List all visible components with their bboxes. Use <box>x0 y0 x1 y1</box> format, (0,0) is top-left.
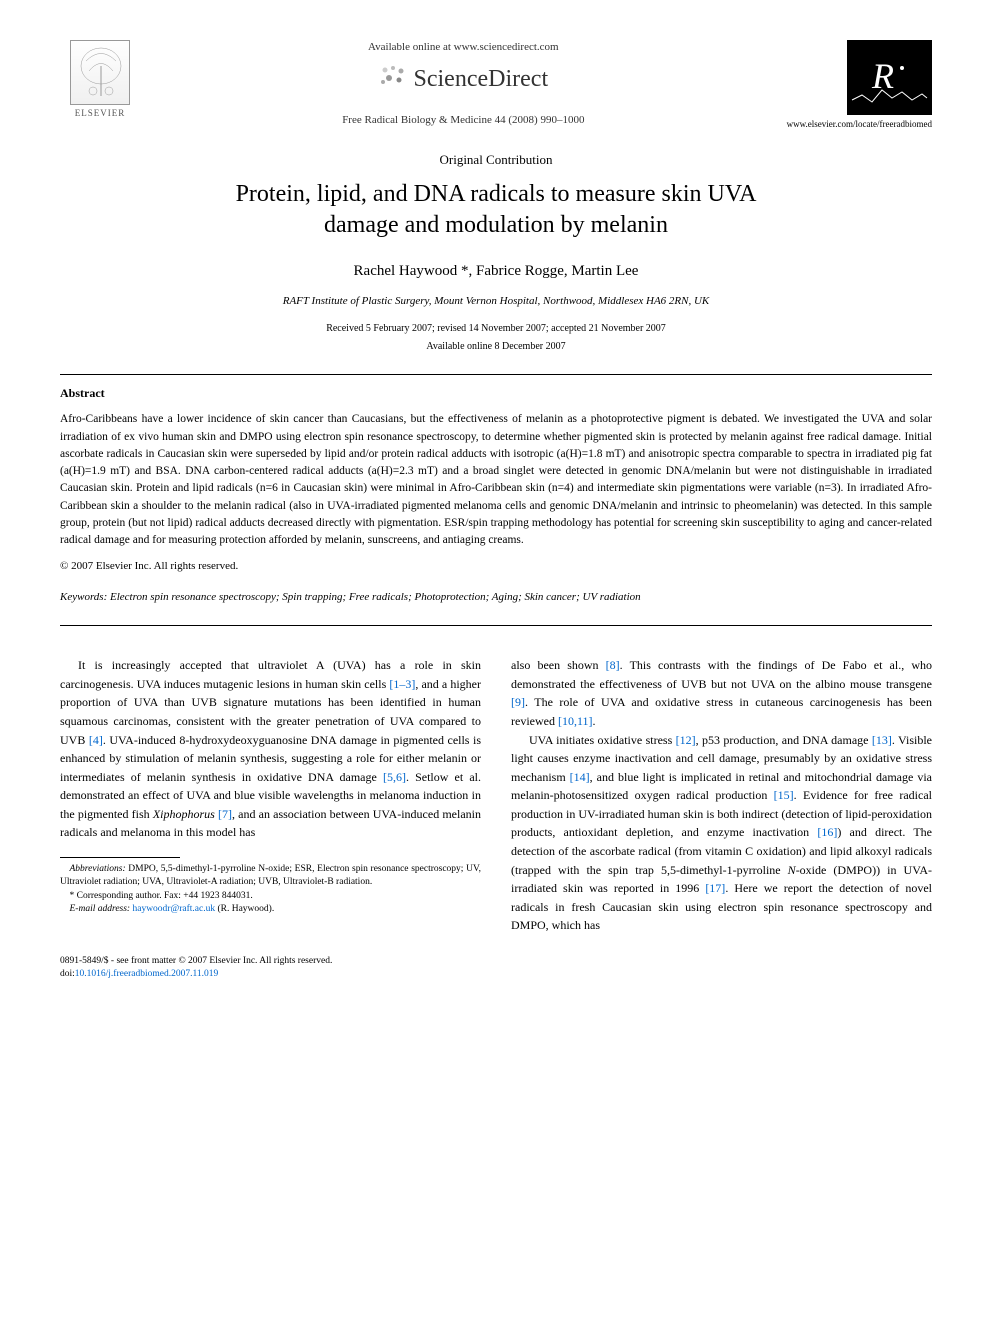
front-matter: 0891-5849/$ - see front matter © 2007 El… <box>60 955 332 968</box>
elsevier-label: ELSEVIER <box>75 107 126 120</box>
sciencedirect-logo: ScienceDirect <box>160 63 767 98</box>
ref-link[interactable]: [1–3] <box>389 677 415 691</box>
body-paragraph-1-cont: also been shown [8]. This contrasts with… <box>511 656 932 730</box>
footnote-rule <box>60 857 180 858</box>
affiliation: RAFT Institute of Plastic Surgery, Mount… <box>60 294 932 309</box>
ref-link[interactable]: [17] <box>705 881 725 895</box>
ref-link[interactable]: [7] <box>218 807 232 821</box>
bottom-left: 0891-5849/$ - see front matter © 2007 El… <box>60 955 332 982</box>
doi-link[interactable]: 10.1016/j.freeradbiomed.2007.11.019 <box>75 969 218 979</box>
divider-bottom <box>60 625 932 626</box>
body-columns: It is increasingly accepted that ultravi… <box>60 656 932 935</box>
body-paragraph-1: It is increasingly accepted that ultravi… <box>60 656 481 842</box>
ref-link[interactable]: [15] <box>774 788 794 802</box>
footnotes: Abbreviations: DMPO, 5,5-dimethyl-1-pyrr… <box>60 863 481 916</box>
keywords-text: Electron spin resonance spectroscopy; Sp… <box>110 591 641 603</box>
ref-link[interactable]: [9] <box>511 695 525 709</box>
divider-top <box>60 374 932 375</box>
email-link[interactable]: haywoodr@raft.ac.uk <box>132 904 215 914</box>
authors: Rachel Haywood *, Fabrice Rogge, Martin … <box>60 261 932 282</box>
body-paragraph-2: UVA initiates oxidative stress [12], p53… <box>511 731 932 936</box>
contribution-type: Original Contribution <box>60 151 932 169</box>
abstract-text: Afro-Caribbeans have a lower incidence o… <box>60 411 932 549</box>
copyright: © 2007 Elsevier Inc. All rights reserved… <box>60 559 932 574</box>
journal-citation: Free Radical Biology & Medicine 44 (2008… <box>160 113 767 128</box>
header-row: ELSEVIER Available online at www.science… <box>60 40 932 131</box>
available-online-text: Available online at www.sciencedirect.co… <box>160 40 767 55</box>
keywords-label: Keywords: <box>60 591 107 603</box>
ref-link[interactable]: [12] <box>676 733 696 747</box>
title-line-2: damage and modulation by melanin <box>324 212 668 238</box>
right-header: R www.elsevier.com/locate/freeradbiomed <box>787 40 932 131</box>
ref-link[interactable]: [14] <box>570 770 590 784</box>
ref-link[interactable]: [4] <box>89 733 103 747</box>
title-line-1: Protein, lipid, and DNA radicals to meas… <box>236 181 757 207</box>
column-left: It is increasingly accepted that ultravi… <box>60 656 481 935</box>
corresponding-author: * Corresponding author. Fax: +44 1923 84… <box>60 890 481 903</box>
keywords-line: Keywords: Electron spin resonance spectr… <box>60 590 932 605</box>
ref-link[interactable]: [8] <box>606 658 620 672</box>
abbreviations: Abbreviations: DMPO, 5,5-dimethyl-1-pyrr… <box>60 863 481 890</box>
elsevier-logo: ELSEVIER <box>60 40 140 130</box>
journal-url: www.elsevier.com/locate/freeradbiomed <box>787 118 932 131</box>
abstract-label: Abstract <box>60 385 932 402</box>
bottom-row: 0891-5849/$ - see front matter © 2007 El… <box>60 955 932 982</box>
column-right: also been shown [8]. This contrasts with… <box>511 656 932 935</box>
email-line: E-mail address: haywoodr@raft.ac.uk (R. … <box>60 903 481 916</box>
elsevier-tree-icon <box>70 40 130 105</box>
article-title: Protein, lipid, and DNA radicals to meas… <box>60 179 932 241</box>
doi-line: doi:10.1016/j.freeradbiomed.2007.11.019 <box>60 968 332 981</box>
ref-link[interactable]: [13] <box>872 733 892 747</box>
sciencedirect-text: ScienceDirect <box>414 66 549 92</box>
dates-received: Received 5 February 2007; revised 14 Nov… <box>60 322 932 336</box>
center-header: Available online at www.sciencedirect.co… <box>140 40 787 129</box>
dates-available: Available online 8 December 2007 <box>60 340 932 354</box>
ref-link[interactable]: [16] <box>817 825 837 839</box>
sciencedirect-dots-icon <box>379 64 409 99</box>
journal-logo-icon: R <box>847 40 932 115</box>
ref-link[interactable]: [10,11] <box>558 714 593 728</box>
ref-link[interactable]: [5,6] <box>383 770 406 784</box>
